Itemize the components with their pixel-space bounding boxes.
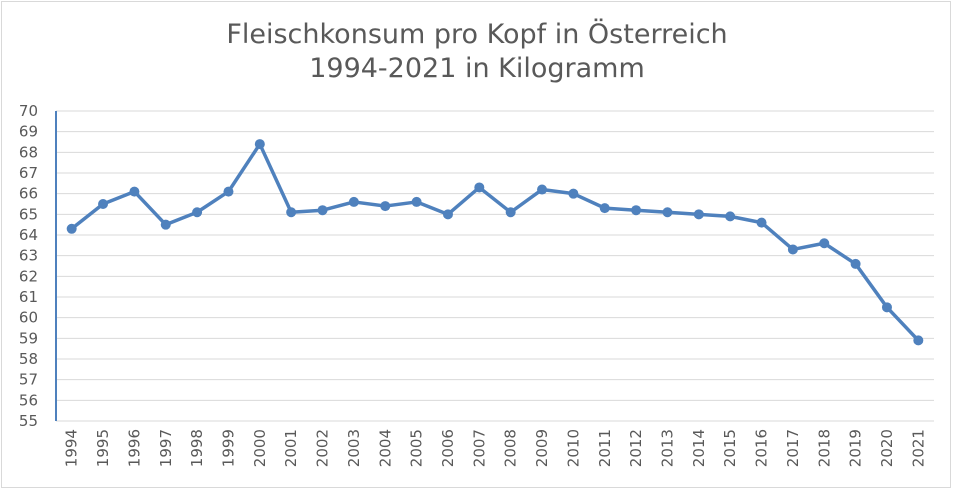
chart-title: Fleischkonsum pro Kopf in Österreich bbox=[226, 19, 728, 50]
data-point bbox=[254, 139, 265, 150]
data-point bbox=[474, 182, 485, 193]
data-point bbox=[881, 302, 892, 313]
x-tick-label: 2003 bbox=[345, 429, 363, 467]
data-point bbox=[380, 201, 391, 212]
y-tick-label: 65 bbox=[19, 205, 38, 223]
data-point bbox=[662, 207, 673, 218]
data-point bbox=[442, 209, 453, 220]
y-tick-label: 59 bbox=[19, 329, 38, 347]
x-tick-label: 2002 bbox=[314, 429, 332, 467]
data-point bbox=[286, 207, 297, 218]
x-tick-label: 2014 bbox=[690, 429, 708, 467]
y-tick-label: 56 bbox=[19, 391, 38, 409]
x-tick-label: 1996 bbox=[125, 429, 143, 467]
data-point bbox=[160, 219, 171, 230]
data-point bbox=[411, 196, 422, 207]
y-tick-label: 55 bbox=[19, 412, 38, 430]
x-tick-label: 2004 bbox=[376, 429, 394, 467]
x-tick-label: 2000 bbox=[251, 429, 269, 467]
x-tick-label: 2015 bbox=[721, 429, 739, 467]
y-tick-label: 69 bbox=[19, 123, 38, 141]
x-tick-label: 2010 bbox=[564, 429, 582, 467]
y-tick-label: 62 bbox=[19, 267, 38, 285]
y-tick-label: 64 bbox=[19, 226, 38, 244]
data-point bbox=[129, 186, 140, 197]
x-tick-label: 2020 bbox=[878, 429, 896, 467]
x-tick-label: 2008 bbox=[502, 429, 520, 467]
chart-title-block: Fleischkonsum pro Kopf in Österreich 199… bbox=[0, 18, 954, 86]
x-tick-label: 2016 bbox=[753, 429, 771, 467]
y-tick-label: 66 bbox=[19, 185, 38, 203]
x-tick-label: 2007 bbox=[470, 429, 488, 467]
data-point bbox=[693, 209, 704, 220]
data-point bbox=[505, 207, 516, 218]
data-point bbox=[819, 238, 830, 249]
data-point bbox=[631, 205, 642, 216]
data-point bbox=[66, 223, 77, 234]
x-tick-label: 2001 bbox=[282, 429, 300, 467]
data-point bbox=[850, 258, 861, 269]
x-tick-label: 1997 bbox=[157, 429, 175, 467]
y-tick-label: 67 bbox=[19, 164, 38, 182]
y-tick-label: 68 bbox=[19, 143, 38, 161]
x-tick-label: 2005 bbox=[408, 429, 426, 467]
data-point bbox=[787, 244, 798, 255]
data-point bbox=[348, 196, 359, 207]
data-point bbox=[913, 335, 924, 346]
x-tick-label: 1994 bbox=[63, 429, 81, 467]
x-tick-label: 2017 bbox=[784, 429, 802, 467]
x-tick-label: 2009 bbox=[533, 429, 551, 467]
data-point bbox=[725, 211, 736, 222]
data-point bbox=[756, 217, 767, 228]
x-tick-label: 2021 bbox=[909, 429, 927, 467]
data-point bbox=[98, 199, 109, 209]
y-tick-label: 61 bbox=[19, 288, 38, 306]
x-tick-label: 2011 bbox=[596, 429, 614, 467]
x-tick-label: 2019 bbox=[847, 429, 865, 467]
x-tick-label: 2012 bbox=[627, 429, 645, 467]
y-tick-label: 58 bbox=[19, 350, 38, 368]
x-tick-label: 1999 bbox=[219, 429, 237, 467]
series-line bbox=[69, 142, 921, 343]
data-point bbox=[599, 203, 610, 214]
y-tick-label: 57 bbox=[19, 371, 38, 389]
data-point bbox=[537, 184, 548, 195]
x-tick-label: 2006 bbox=[439, 429, 457, 467]
x-tick-label: 2013 bbox=[658, 429, 676, 467]
y-tick-label: 70 bbox=[19, 102, 38, 120]
chart-subtitle: 1994-2021 in Kilogramm bbox=[309, 53, 645, 84]
y-tick-label: 60 bbox=[19, 309, 38, 327]
x-tick-label: 2018 bbox=[815, 429, 833, 467]
data-point bbox=[317, 205, 328, 216]
x-tick-label: 1995 bbox=[94, 429, 112, 467]
data-point bbox=[568, 188, 579, 199]
x-tick-label: 1998 bbox=[188, 429, 206, 467]
data-point bbox=[192, 207, 203, 218]
y-tick-label: 63 bbox=[19, 247, 38, 265]
data-point bbox=[223, 186, 234, 197]
